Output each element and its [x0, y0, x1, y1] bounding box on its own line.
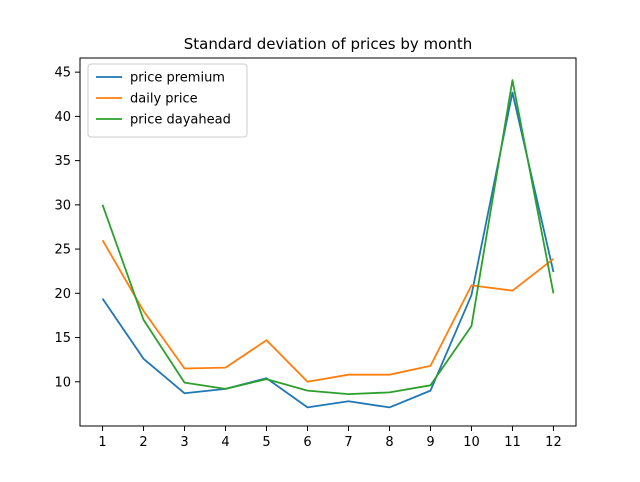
y-tick-label: 35 [54, 154, 71, 169]
y-tick-label: 15 [54, 331, 71, 346]
axes-frame [79, 57, 577, 427]
x-tick-label: 11 [504, 435, 521, 450]
series-line-3 [101, 79, 555, 396]
y-tick-label: 45 [54, 66, 71, 81]
x-tick-label: 1 [98, 435, 106, 450]
y-tick-label: 30 [54, 198, 71, 213]
x-tick-label: 3 [180, 435, 188, 450]
y-axis: 10 15 20 25 30 35 40 45 [54, 66, 80, 390]
x-tick-label: 7 [344, 435, 352, 450]
x-tick-label: 6 [303, 435, 311, 450]
plot-area [101, 79, 555, 409]
y-tick-label: 25 [54, 243, 71, 258]
y-tick-label: 40 [54, 110, 71, 125]
legend-label: price premium [130, 71, 225, 86]
x-tick-label: 10 [463, 435, 480, 450]
x-tick-label: 4 [221, 435, 229, 450]
legend: price premium daily price price dayahead [87, 63, 248, 138]
x-tick-label: 9 [426, 435, 434, 450]
x-tick-label: 2 [139, 435, 147, 450]
legend-label: daily price [130, 92, 198, 107]
series-line-1 [101, 91, 555, 409]
x-axis: 1 2 3 4 5 6 7 8 9 10 11 12 [98, 426, 562, 450]
x-tick-label: 8 [385, 435, 393, 450]
legend-label: price dayahead [130, 113, 231, 128]
y-tick-label: 10 [54, 375, 71, 390]
x-tick-label: 12 [545, 435, 562, 450]
legend-box [87, 63, 248, 138]
y-tick-label: 20 [54, 287, 71, 302]
x-tick-label: 5 [262, 435, 270, 450]
chart-title: Standard deviation of prices by month [184, 35, 473, 53]
